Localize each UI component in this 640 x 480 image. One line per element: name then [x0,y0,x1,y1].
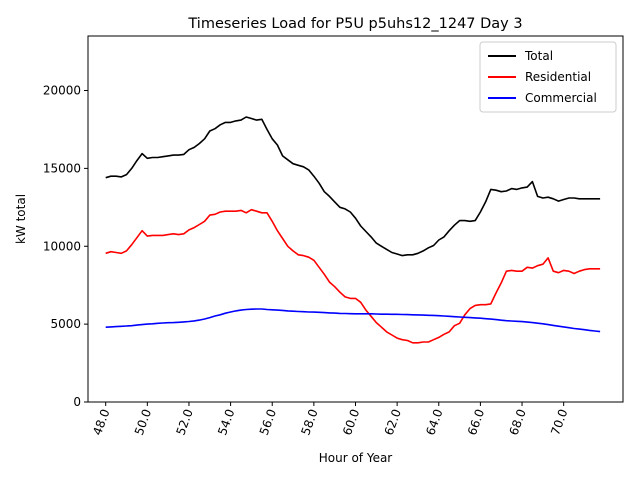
chart-title: Timeseries Load for P5U p5uhs12_1247 Day… [187,16,522,32]
series-line-residential [105,208,601,344]
series-lines [105,116,601,344]
legend-label-residential: Residential [525,70,591,84]
y-tick-label: 20000 [43,84,81,98]
y-tick-label: 0 [73,395,81,409]
legend-label-total: Total [524,49,553,63]
series-line-commercial [105,308,601,333]
legend-label-commercial: Commercial [525,91,597,105]
legend-box [479,41,617,113]
x-axis-title: Hour of Year [319,451,393,465]
y-tick-label: 5000 [50,317,81,331]
y-tick-label: 15000 [43,161,81,175]
y-axis-title: kW total [14,194,28,244]
legend: Total Residential Commercial [479,41,617,113]
y-tick-label: 10000 [43,239,81,253]
y-axis: 0 5000 10000 15000 20000 [43,84,88,409]
series-line-total [105,116,601,257]
